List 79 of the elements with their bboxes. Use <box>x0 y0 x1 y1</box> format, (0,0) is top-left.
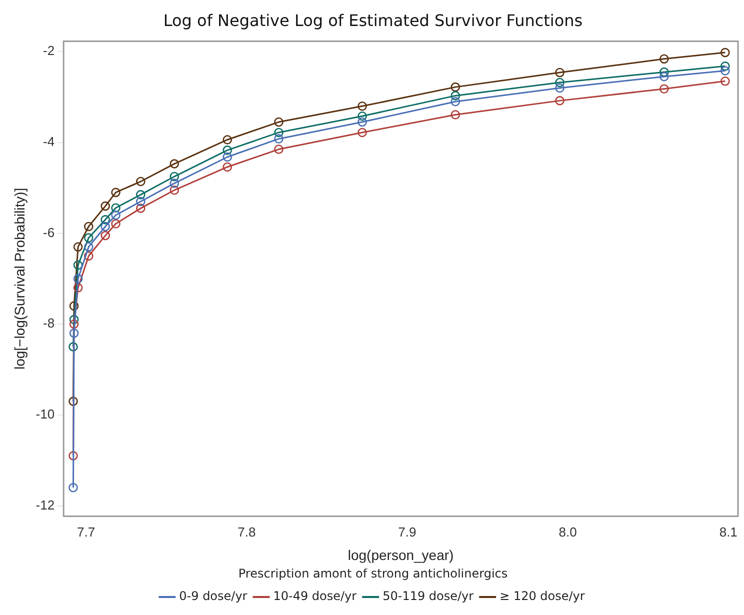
x-tick-label: 8.0 <box>558 524 577 540</box>
point <box>84 233 94 242</box>
point <box>659 67 669 77</box>
point <box>111 203 120 213</box>
point <box>170 178 180 188</box>
point <box>111 188 120 198</box>
point <box>274 117 284 127</box>
point <box>358 111 367 121</box>
point <box>222 162 232 172</box>
y-tick-label: -4 <box>43 134 55 150</box>
point <box>136 176 146 186</box>
point <box>720 62 730 71</box>
point <box>358 101 367 111</box>
legend-label: ≥ 120 dose/yr <box>500 589 585 604</box>
y-tick-label: -6 <box>43 224 55 240</box>
point <box>84 251 94 261</box>
point <box>136 204 146 213</box>
point <box>555 83 564 93</box>
x-tick-label: 8.1 <box>719 524 738 540</box>
point <box>555 68 564 78</box>
point <box>84 222 94 232</box>
legend-label: 10-49 dose/yr <box>273 589 357 604</box>
point <box>720 66 730 76</box>
point <box>170 172 180 182</box>
point <box>73 283 83 292</box>
point <box>720 48 730 58</box>
point <box>69 301 79 311</box>
legend-label: 0-9 dose/yr <box>179 589 248 604</box>
point <box>222 146 232 155</box>
point <box>73 260 83 270</box>
point <box>100 201 110 211</box>
y-tick-label: -2 <box>43 43 55 58</box>
point <box>555 96 564 106</box>
point <box>170 159 180 168</box>
point <box>111 219 120 228</box>
point <box>69 328 79 338</box>
point <box>659 72 669 82</box>
point <box>136 190 146 200</box>
x-tick-label: 7.8 <box>238 524 256 540</box>
point <box>274 128 284 138</box>
point <box>274 144 284 154</box>
point <box>69 314 79 324</box>
point <box>222 152 232 162</box>
point <box>450 110 460 120</box>
y-tick-label: -10 <box>36 406 55 422</box>
x-axis-title: log(person_year) <box>348 547 454 564</box>
point <box>68 451 78 460</box>
x-tick-label: 7.9 <box>398 524 416 540</box>
point <box>358 117 367 127</box>
point <box>73 242 83 252</box>
y-axis-title: log[−log(Survival Probability)] <box>11 188 28 370</box>
point <box>68 482 78 492</box>
point <box>450 91 460 100</box>
point <box>555 78 564 88</box>
point <box>450 96 460 106</box>
point <box>450 82 460 92</box>
y-tick-label: -12 <box>36 497 55 512</box>
chart-title: Log of Negative Log of Estimated Survivor Functions <box>163 10 583 30</box>
point <box>136 196 146 206</box>
x-tick-label: 7.7 <box>77 524 96 540</box>
point <box>222 135 232 144</box>
legend-title: Prescription amont of strong anticholinergics <box>238 566 508 581</box>
legend-label: 50-119 dose/yr <box>382 589 474 604</box>
y-tick-label: -8 <box>43 316 55 331</box>
point <box>69 319 79 329</box>
point <box>100 230 110 240</box>
point <box>274 134 284 144</box>
point <box>84 242 94 252</box>
point <box>659 84 669 94</box>
point <box>720 76 730 86</box>
point <box>100 215 110 224</box>
point <box>111 210 120 220</box>
point <box>358 128 367 138</box>
point <box>170 186 180 195</box>
point <box>68 342 78 352</box>
point <box>68 396 78 406</box>
point <box>100 222 110 232</box>
point <box>659 54 669 64</box>
point <box>73 274 83 284</box>
